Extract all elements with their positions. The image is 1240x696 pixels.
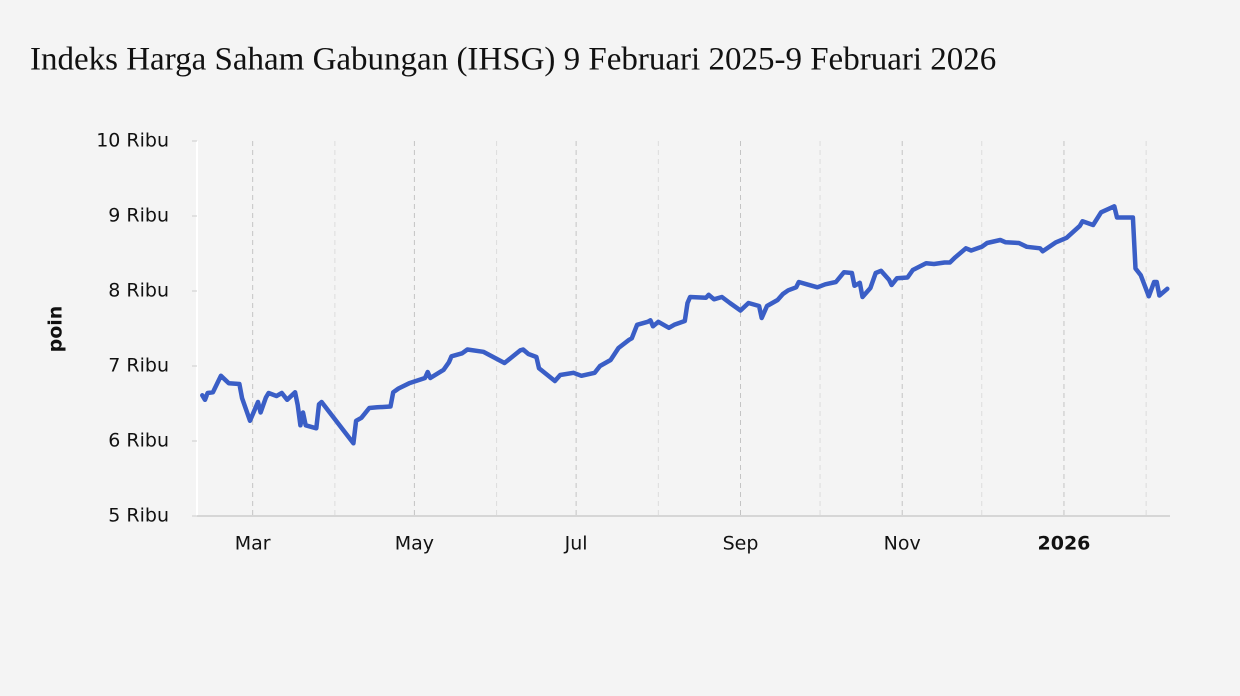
x-tick-label: May <box>395 533 434 555</box>
x-tick-label: Sep <box>723 533 759 555</box>
y-tick-label: 7 Ribu <box>108 355 169 377</box>
y-axis-label: poin <box>45 306 67 353</box>
x-tick-label: Jul <box>564 533 588 555</box>
x-tick-label: 2026 <box>1038 533 1091 555</box>
y-tick-label: 9 Ribu <box>108 205 169 227</box>
y-tick-label: 5 Ribu <box>108 505 169 527</box>
chart-title: Indeks Harga Saham Gabungan (IHSG) 9 Feb… <box>30 42 996 78</box>
x-tick-label: Nov <box>884 533 921 555</box>
data-line <box>200 204 1170 446</box>
y-tick-label: 8 Ribu <box>108 280 169 302</box>
x-tick-label: Mar <box>235 533 271 555</box>
y-tick-label: 6 Ribu <box>108 430 169 452</box>
y-tick-label: 10 Ribu <box>96 130 169 152</box>
